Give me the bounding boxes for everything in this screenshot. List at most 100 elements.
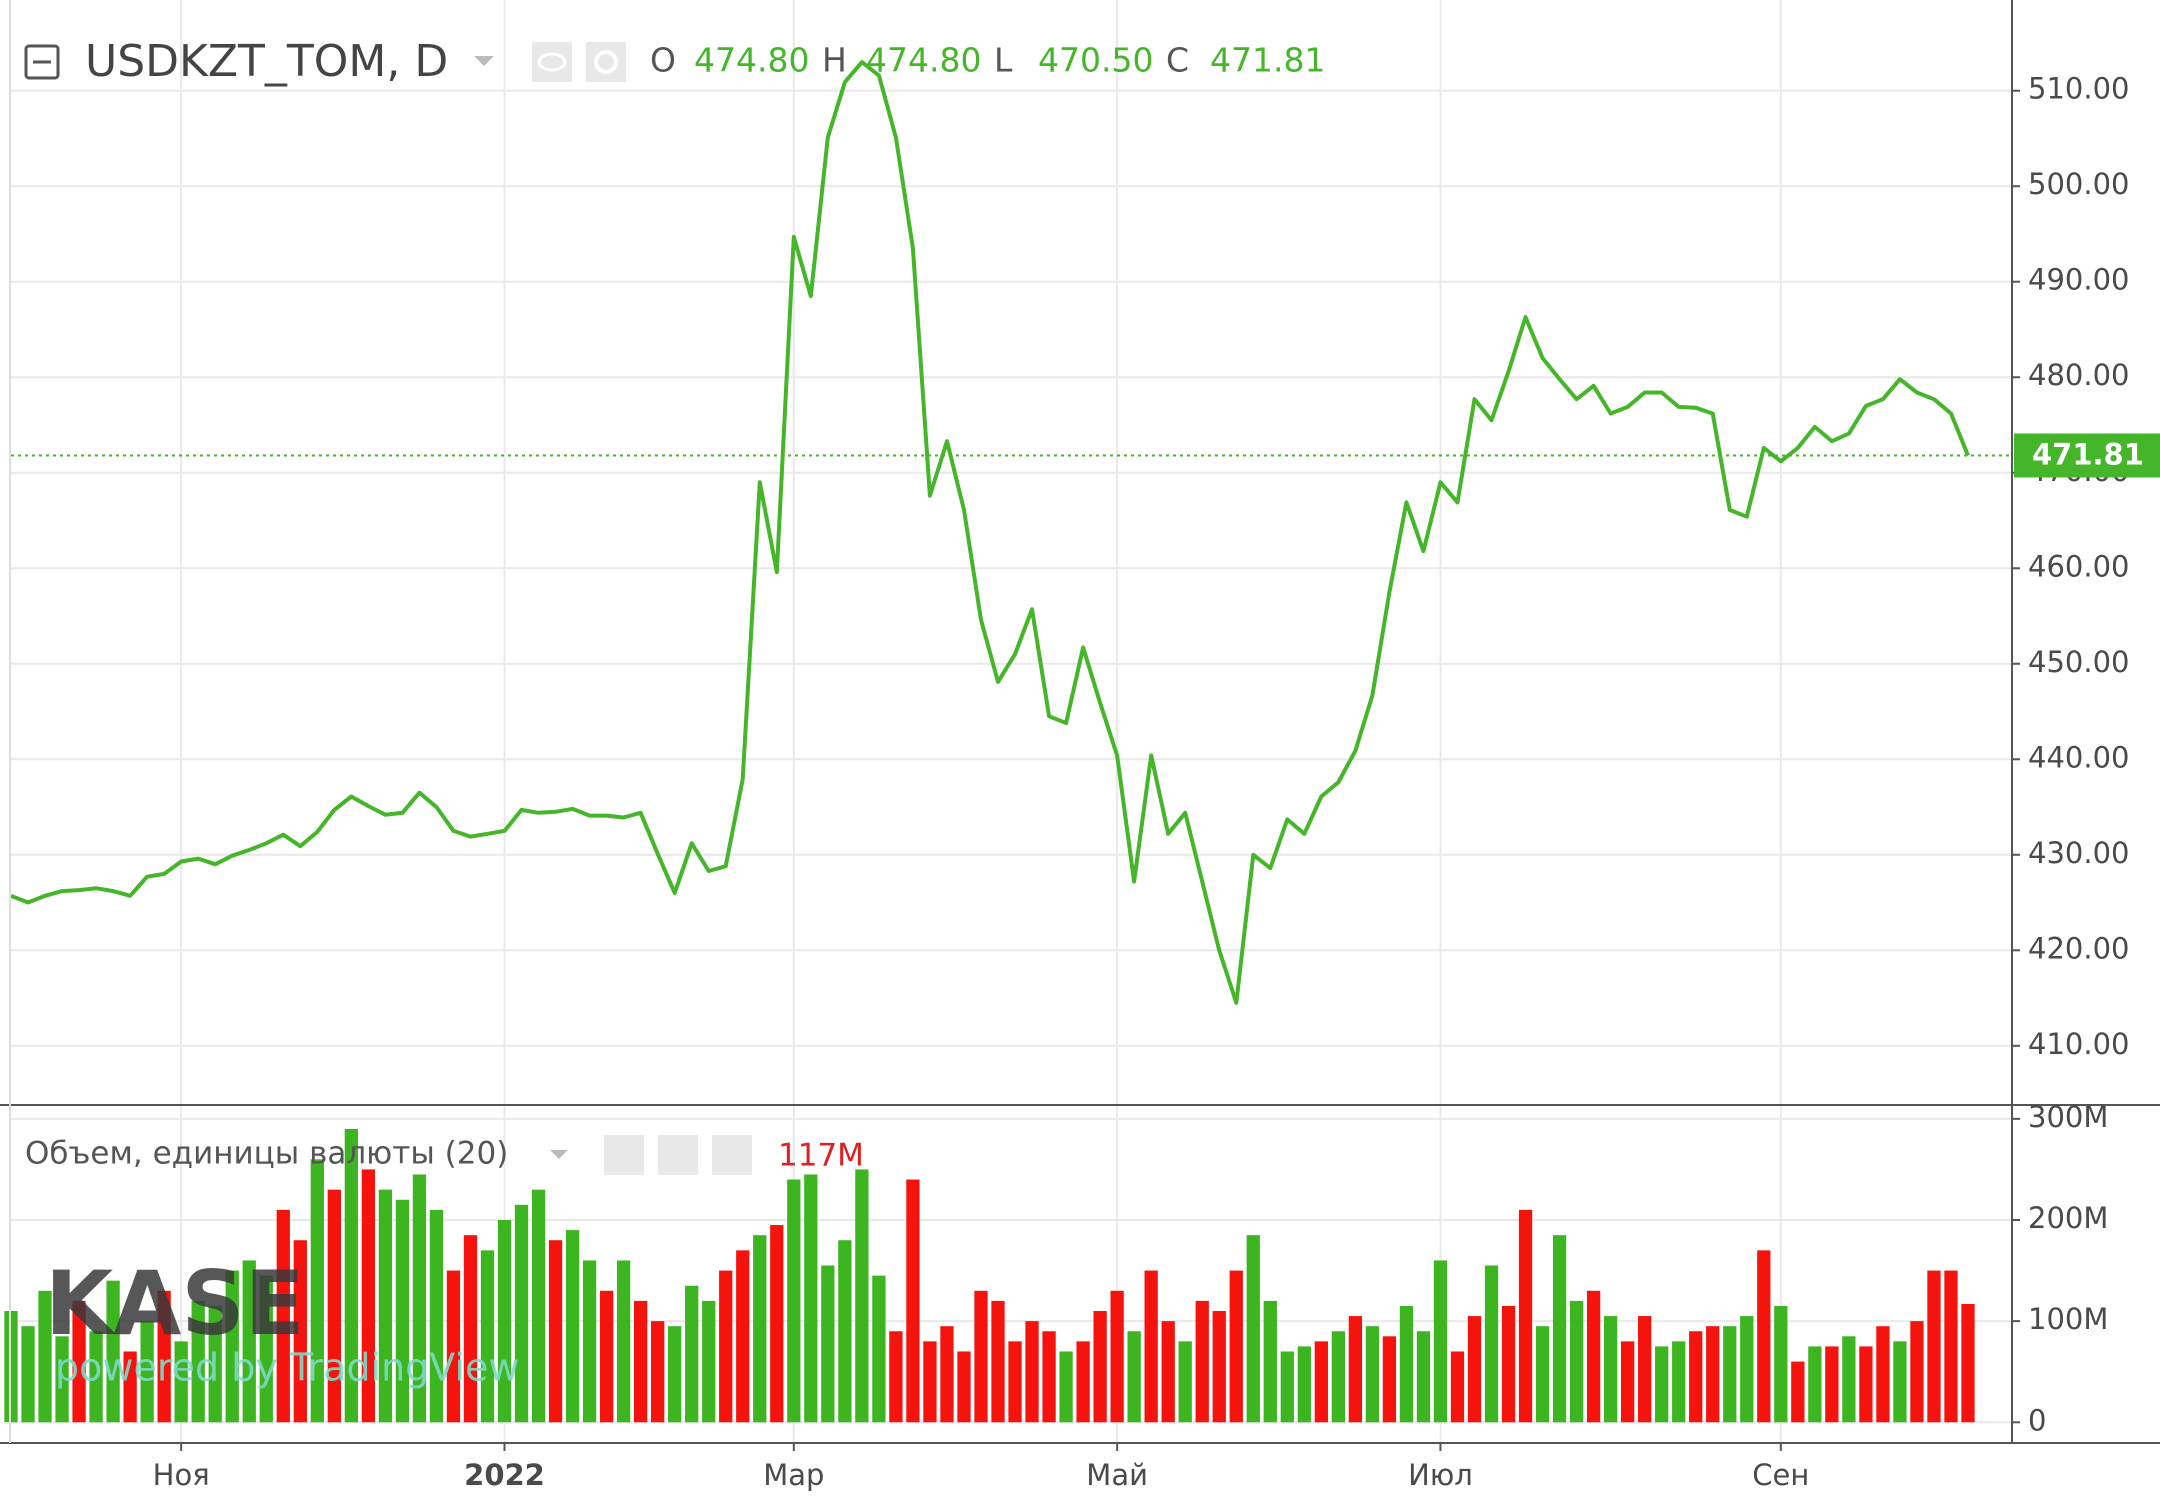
y-tick-label: 300M	[2028, 1100, 2108, 1134]
volume-bar	[906, 1179, 920, 1423]
volume-bar	[1740, 1316, 1754, 1423]
volume-bar	[1961, 1303, 1975, 1423]
last-price-label: 471.81	[2032, 437, 2144, 471]
y-tick-label: 510.00	[2028, 72, 2129, 106]
volume-bar	[1178, 1341, 1192, 1423]
close-button[interactable]	[712, 1135, 752, 1175]
volume-bar	[1229, 1270, 1243, 1423]
volume-bar	[480, 1250, 495, 1423]
volume-bar	[55, 1336, 69, 1423]
volume-bar	[1876, 1326, 1890, 1423]
volume-bar	[974, 1290, 988, 1423]
y-tick-label: 0	[2028, 1403, 2046, 1437]
volume-bar	[1246, 1235, 1260, 1423]
volume-bar	[1280, 1351, 1294, 1423]
volume-bar	[1944, 1270, 1958, 1423]
price-line	[10, 60, 1970, 1005]
volume-bar	[1127, 1331, 1141, 1423]
ohlc-key: C	[1166, 41, 1189, 80]
volume-bar	[1791, 1361, 1805, 1423]
dropdown-arrow[interactable]	[474, 56, 494, 66]
legend-header: USDKZT_TOM, D O 474.80 H 474.80 L 470.50 C 471.…	[24, 36, 1325, 87]
volume-bar	[1808, 1346, 1822, 1423]
settings-button[interactable]	[658, 1135, 698, 1175]
volume-bar	[208, 1305, 222, 1423]
volume-bar	[548, 1240, 563, 1423]
volume-bar	[685, 1285, 699, 1423]
volume-bar	[923, 1341, 937, 1423]
volume-bar	[1331, 1331, 1345, 1423]
volume-bar	[1025, 1321, 1039, 1423]
volume-bar	[1586, 1290, 1601, 1423]
volume-bar	[1859, 1346, 1873, 1423]
volume-bar	[259, 1275, 273, 1423]
volume-bar	[1501, 1305, 1516, 1423]
volume-bar	[225, 1270, 239, 1423]
x-tick-label: Июл	[1408, 1458, 1473, 1492]
volume-bar	[293, 1240, 307, 1423]
watermark-caption: powered by TradingView	[55, 1346, 519, 1390]
volume-bar	[106, 1280, 120, 1423]
volume-bar	[191, 1300, 205, 1423]
volume-bar	[1910, 1321, 1924, 1423]
volume-bar	[616, 1260, 631, 1423]
volume-bar	[1365, 1326, 1380, 1423]
volume-bar	[1161, 1321, 1175, 1423]
volume-bar	[344, 1128, 358, 1423]
volume-bar	[1535, 1326, 1550, 1423]
volume-bar	[395, 1199, 410, 1423]
volume-bar	[821, 1265, 835, 1423]
volume-bar	[310, 1159, 324, 1423]
watermark-logo: KASE	[45, 1252, 305, 1355]
volume-bar	[1110, 1290, 1124, 1423]
ohlc-value: 470.50	[1038, 41, 1153, 80]
ohlc-value: 474.80	[866, 41, 981, 80]
volume-bar	[1348, 1316, 1363, 1423]
volume-bar	[1569, 1300, 1584, 1423]
volume-bar	[1450, 1351, 1465, 1423]
y-tick-label: 490.00	[2028, 263, 2129, 297]
dropdown-arrow[interactable]	[550, 1150, 568, 1159]
volume-bar	[582, 1260, 597, 1423]
volume-bar	[157, 1290, 171, 1423]
volume-bar	[1059, 1351, 1073, 1423]
volume-bar	[1893, 1341, 1907, 1423]
volume-bar	[412, 1174, 427, 1423]
volume-bar	[514, 1204, 529, 1423]
volume-bar	[497, 1219, 512, 1423]
y-tick-label: 440.00	[2028, 740, 2129, 774]
volume-bar	[242, 1260, 256, 1423]
volume-bar	[21, 1326, 35, 1423]
volume-bar	[1842, 1336, 1856, 1423]
volume-bar	[1399, 1305, 1414, 1423]
eye-button[interactable]	[604, 1135, 644, 1175]
volume-bar	[651, 1321, 665, 1423]
ohlc-value: 471.81	[1210, 41, 1325, 80]
y-tick-label: 410.00	[2028, 1027, 2129, 1061]
volume-bar	[565, 1230, 580, 1423]
volume-bar	[855, 1169, 869, 1423]
volume-bar	[140, 1321, 154, 1423]
y-tick-label: 500.00	[2028, 167, 2129, 201]
volume-bar	[1672, 1341, 1686, 1423]
volume-bar	[770, 1225, 784, 1423]
volume-bar	[1093, 1311, 1107, 1423]
x-tick-label: Сен	[1752, 1458, 1809, 1492]
volume-bar	[1467, 1316, 1482, 1423]
ohlc: O 474.80 H 474.80 L 470.50 C 471.81	[650, 41, 1325, 80]
y-tick-label: 480.00	[2028, 358, 2129, 392]
volume-bar	[872, 1275, 886, 1423]
volume-bar	[463, 1235, 478, 1423]
volume-bar	[446, 1270, 461, 1423]
y-tick-label: 450.00	[2028, 645, 2129, 679]
volume-bar	[702, 1300, 716, 1423]
volume-bar	[753, 1235, 767, 1423]
settings-icon	[594, 50, 618, 74]
settings-button[interactable]	[586, 42, 626, 82]
ohlc-key: H	[822, 41, 847, 80]
volume-bar	[1757, 1250, 1771, 1423]
volume-bar	[1774, 1305, 1788, 1423]
